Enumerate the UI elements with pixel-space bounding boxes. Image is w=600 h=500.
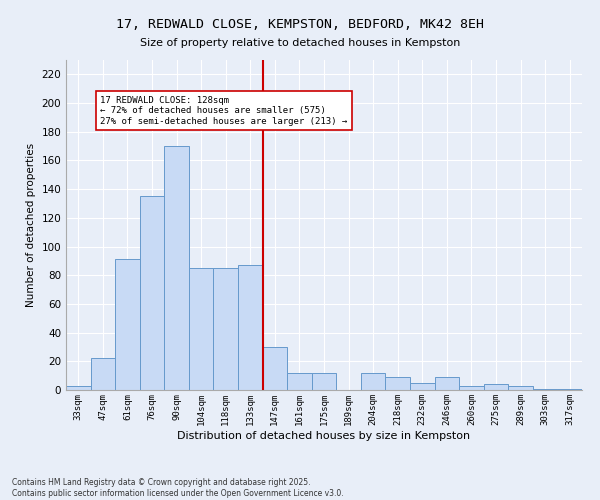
- Bar: [263, 347, 287, 390]
- Bar: [410, 383, 434, 390]
- Bar: [484, 384, 508, 390]
- Bar: [508, 386, 533, 390]
- Bar: [189, 268, 214, 390]
- Bar: [115, 260, 140, 390]
- Bar: [385, 377, 410, 390]
- Bar: [557, 388, 582, 390]
- Text: Contains HM Land Registry data © Crown copyright and database right 2025.
Contai: Contains HM Land Registry data © Crown c…: [12, 478, 344, 498]
- Bar: [287, 373, 312, 390]
- Text: 17, REDWALD CLOSE, KEMPSTON, BEDFORD, MK42 8EH: 17, REDWALD CLOSE, KEMPSTON, BEDFORD, MK…: [116, 18, 484, 30]
- Bar: [140, 196, 164, 390]
- Text: Size of property relative to detached houses in Kempston: Size of property relative to detached ho…: [140, 38, 460, 48]
- Bar: [164, 146, 189, 390]
- Text: 17 REDWALD CLOSE: 128sqm
← 72% of detached houses are smaller (575)
27% of semi-: 17 REDWALD CLOSE: 128sqm ← 72% of detach…: [100, 96, 347, 126]
- Bar: [459, 386, 484, 390]
- Bar: [312, 373, 336, 390]
- Bar: [91, 358, 115, 390]
- Bar: [66, 386, 91, 390]
- Bar: [533, 388, 557, 390]
- Bar: [361, 373, 385, 390]
- Bar: [238, 265, 263, 390]
- Bar: [214, 268, 238, 390]
- Bar: [434, 377, 459, 390]
- Y-axis label: Number of detached properties: Number of detached properties: [26, 143, 36, 307]
- X-axis label: Distribution of detached houses by size in Kempston: Distribution of detached houses by size …: [178, 430, 470, 440]
